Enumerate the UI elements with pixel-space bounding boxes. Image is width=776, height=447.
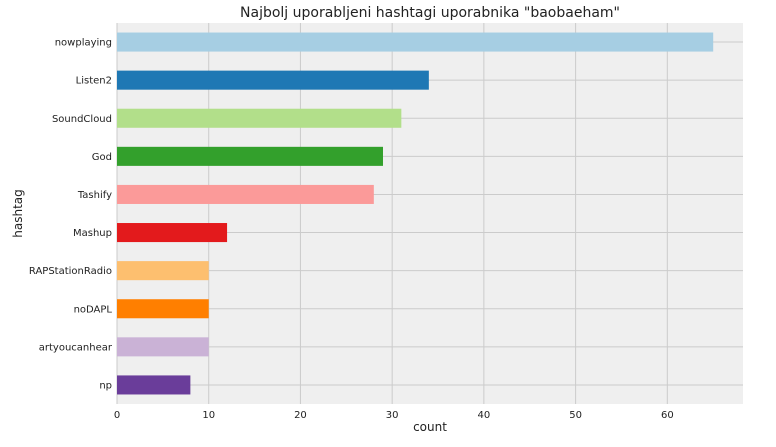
y-axis-label: hashtag [11,189,25,238]
y-tick-label: Tashify [77,190,112,201]
x-tick-label: 20 [294,410,307,421]
bar-soundcloud [117,108,402,128]
y-tick-label: np [99,380,112,391]
y-tick-label: nowplaying [55,38,112,49]
x-tick-label: 30 [386,410,399,421]
bar-nodapl [117,299,209,319]
y-tick-labels: nowplaying Listen2 SoundCloud God Tashify Mas… [29,38,113,392]
x-tick-label: 50 [569,410,582,421]
y-tick-label: Listen2 [76,76,112,87]
y-tick-label: God [92,152,112,163]
bars [117,32,714,395]
bar-god [117,146,383,166]
bar-np [117,375,191,395]
bar-artyoucanhear [117,337,209,357]
bar-rapstationradio [117,261,209,281]
chart-title: Najbolj uporabljeni hashtagi uporabnika … [240,5,620,21]
x-tick-label: 60 [661,410,674,421]
x-tick-label: 10 [202,410,215,421]
bar-nowplaying [117,32,714,52]
x-tick-label: 0 [114,410,120,421]
bar-tashify [117,184,374,204]
x-tick-labels: 0 10 20 30 40 50 60 [114,410,674,421]
y-tick-label: noDAPL [74,304,113,315]
bar-mashup [117,223,228,243]
y-tick-label: Mashup [73,228,112,239]
y-tick-label: SoundCloud [52,114,112,125]
y-tick-label: RAPStationRadio [29,266,112,277]
bar-listen2 [117,70,429,90]
x-axis-label: count [413,420,447,434]
y-tick-label: artyoucanhear [39,342,113,353]
x-tick-label: 40 [478,410,491,421]
